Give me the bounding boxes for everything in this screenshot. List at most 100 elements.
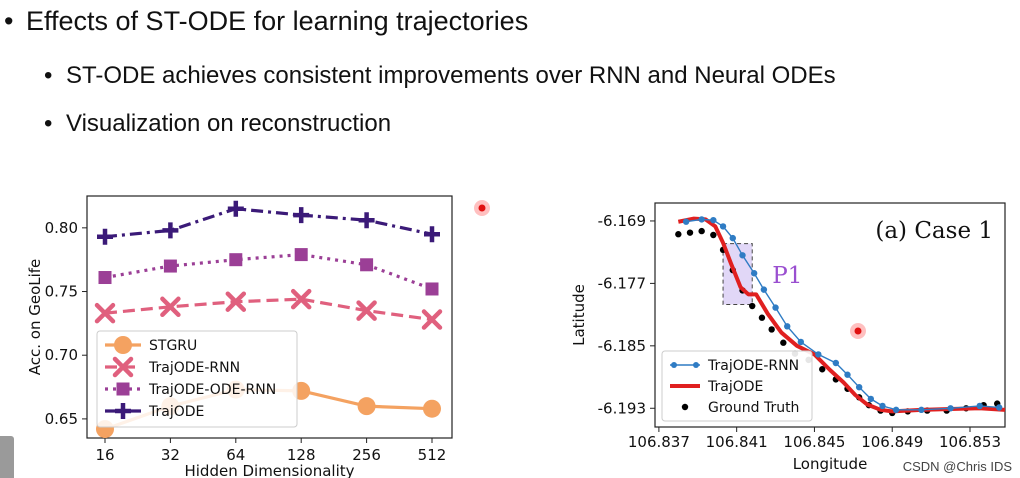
case-annotation: (a) Case 1 xyxy=(875,218,993,244)
y-tick-label: 0.75 xyxy=(45,283,78,301)
data-point xyxy=(729,234,736,242)
data-point xyxy=(995,404,1003,411)
y-axis-label: Acc. on GeoLife xyxy=(26,259,44,376)
legend-item: TrajODE xyxy=(105,403,204,420)
legend-label: TrajODE-RNN xyxy=(707,358,799,374)
legend-label: STGRU xyxy=(149,338,197,354)
legend-label: TrajODE xyxy=(707,379,763,395)
series-line xyxy=(104,207,433,239)
data-point xyxy=(719,223,727,230)
pointer-dot xyxy=(854,327,862,335)
data-point xyxy=(293,207,310,224)
data-point xyxy=(423,399,441,418)
y-tick-label: -6.193 xyxy=(598,399,646,417)
legend-marker xyxy=(116,382,130,396)
x-tick-label: 256 xyxy=(352,446,381,464)
data-point xyxy=(98,271,112,285)
legend-marker xyxy=(112,356,134,378)
x-tick-label: 512 xyxy=(418,446,447,464)
y-tick-label: 0.80 xyxy=(45,219,78,237)
data-point xyxy=(425,282,439,296)
x-tick-label: 32 xyxy=(161,446,180,464)
data-point xyxy=(698,227,705,235)
data-point xyxy=(947,405,954,412)
data-point xyxy=(97,228,113,245)
legend-box xyxy=(661,350,813,422)
data-point xyxy=(768,326,775,333)
data-point xyxy=(227,200,244,217)
x-tick-label: 128 xyxy=(287,446,316,464)
region-p1-label: P1 xyxy=(772,263,802,289)
x-tick-label: 106.837 xyxy=(628,433,690,451)
bullet-glyph: • xyxy=(4,6,14,36)
series-trajode xyxy=(97,200,440,245)
data-point xyxy=(229,253,243,267)
legend-marker xyxy=(114,336,132,354)
data-point xyxy=(784,323,791,330)
sub-bullet-text: Visualization on reconstruction xyxy=(66,110,392,137)
data-point xyxy=(749,302,756,310)
x-tick-label: 106.841 xyxy=(706,433,768,451)
series-trajode-ode-rnn xyxy=(98,248,439,296)
accuracy-chart: 16 32 64 128 256 512 0.65 0.70 0.75 0.80 Hidden Di… xyxy=(26,195,453,478)
series-line xyxy=(686,218,1000,411)
data-point xyxy=(424,226,440,243)
data-point xyxy=(358,212,375,229)
plot-frame xyxy=(654,202,1006,428)
data-point xyxy=(758,314,766,321)
y-axis-label: Latitude xyxy=(570,284,588,346)
data-point xyxy=(163,259,177,273)
x-tick-label: 64 xyxy=(226,446,245,464)
slide-title-bullet: • Effects of ST-ODE for learning trajecto… xyxy=(4,6,528,37)
y-tick-label: -6.185 xyxy=(598,337,646,355)
data-point xyxy=(360,258,374,272)
data-point xyxy=(710,231,717,239)
y-tick-label: 0.70 xyxy=(45,346,78,364)
series-line xyxy=(677,216,1006,414)
data-point xyxy=(819,366,826,373)
data-point xyxy=(739,252,746,259)
legend-label: TrajODE-RNN xyxy=(148,360,240,376)
data-point xyxy=(976,402,983,410)
legend-item: TrajODE-RNN xyxy=(105,356,240,378)
series-trajode-rnn xyxy=(94,288,443,330)
series-line xyxy=(104,297,433,322)
y-tick-label: -6.177 xyxy=(598,274,646,292)
data-point xyxy=(162,222,179,239)
bullet-glyph: • xyxy=(44,62,53,89)
x-tick-label: 106.845 xyxy=(783,433,845,451)
data-point xyxy=(844,371,851,378)
data-point xyxy=(357,397,376,416)
y-tick-label: -6.169 xyxy=(598,212,646,230)
x-tick-label: 16 xyxy=(95,446,114,464)
data-point xyxy=(780,339,787,346)
data-point xyxy=(879,402,886,410)
data-point xyxy=(797,338,805,346)
data-point xyxy=(698,216,705,223)
x-tick-label: 106.853 xyxy=(939,433,1001,451)
legend-label: Ground Truth xyxy=(708,400,799,416)
data-point xyxy=(815,351,822,358)
series-trajode xyxy=(677,216,1006,414)
legend-item: TrajODE xyxy=(670,379,763,395)
x-tick-label: 106.849 xyxy=(861,433,923,451)
data-point xyxy=(682,218,690,225)
data-point xyxy=(760,286,768,293)
legend-marker xyxy=(115,403,131,419)
data-point xyxy=(855,383,863,391)
watermark: CSDN @Chris IDS xyxy=(902,459,1012,474)
data-point xyxy=(160,296,181,318)
data-point xyxy=(421,309,443,330)
legend-marker xyxy=(681,403,689,411)
side-tab[interactable] xyxy=(0,436,14,478)
data-point xyxy=(892,406,900,414)
data-point xyxy=(832,359,840,367)
data-point xyxy=(356,300,377,321)
data-point xyxy=(675,231,682,238)
data-point xyxy=(294,248,308,262)
data-point xyxy=(290,288,312,310)
data-point xyxy=(94,302,116,324)
series-trajode-rnn xyxy=(682,216,1003,414)
sub-bullet: • ST-ODE achieves consistent improvements… xyxy=(44,62,836,90)
legend-label: TrajODE-ODE-RNN xyxy=(148,382,276,398)
